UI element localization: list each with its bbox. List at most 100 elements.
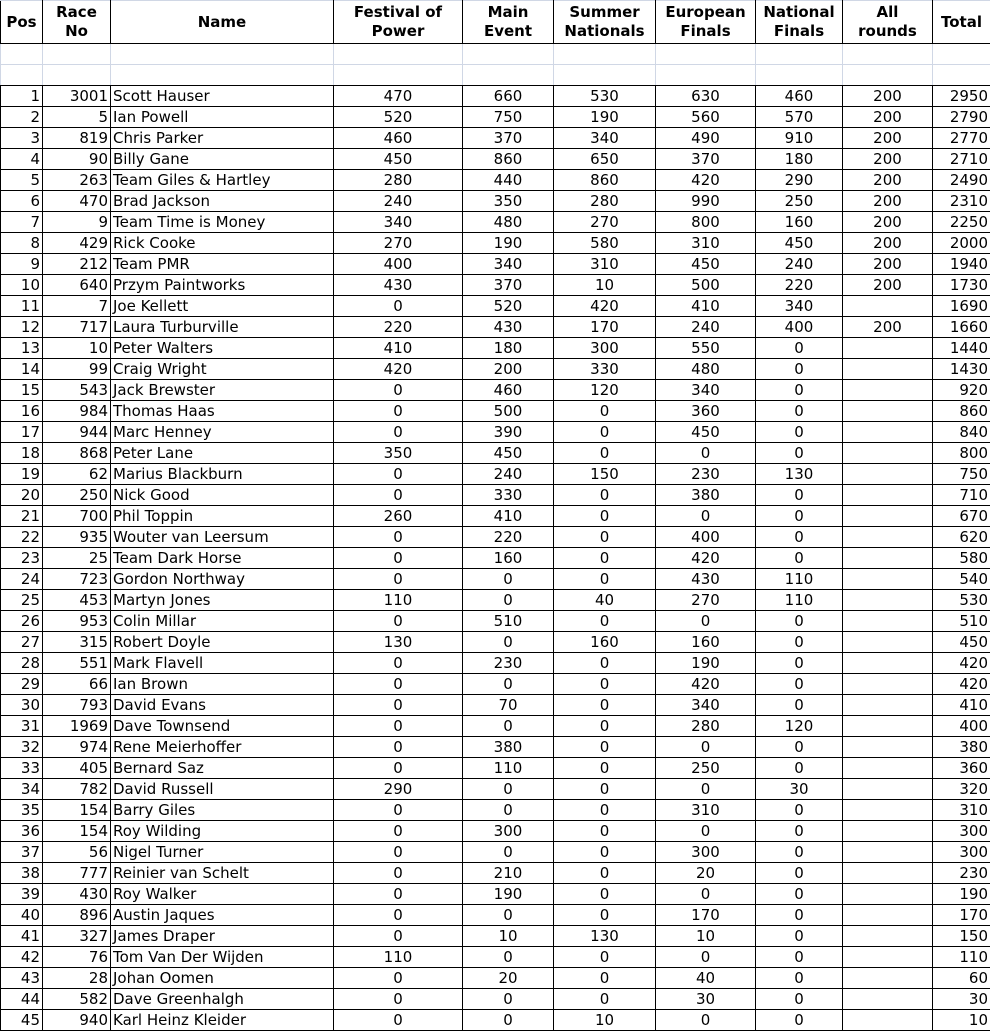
cell-name[interactable]: Team Time is Money <box>111 212 334 233</box>
cell-total[interactable]: 420 <box>933 674 990 695</box>
cell-race-no[interactable]: 470 <box>43 191 111 212</box>
cell-summer-nationals[interactable]: 0 <box>554 674 656 695</box>
cell-all-rounds[interactable] <box>843 611 933 632</box>
cell-all-rounds[interactable] <box>843 527 933 548</box>
cell-pos[interactable]: 30 <box>1 695 43 716</box>
cell-european-finals[interactable]: 0 <box>656 1010 756 1031</box>
cell-european-finals[interactable]: 0 <box>656 779 756 800</box>
cell-main-event[interactable]: 340 <box>463 254 554 275</box>
cell-all-rounds[interactable]: 200 <box>843 317 933 338</box>
cell-summer-nationals[interactable]: 270 <box>554 212 656 233</box>
cell-main-event[interactable]: 350 <box>463 191 554 212</box>
cell-total[interactable]: 1440 <box>933 338 990 359</box>
cell-main-event[interactable]: 0 <box>463 989 554 1010</box>
cell-summer-nationals[interactable]: 0 <box>554 485 656 506</box>
cell-all-rounds[interactable] <box>843 296 933 317</box>
cell-festival-of-power[interactable]: 470 <box>334 86 463 107</box>
cell-national-finals[interactable]: 0 <box>756 422 843 443</box>
cell-main-event[interactable]: 70 <box>463 695 554 716</box>
cell-name[interactable]: Dave Greenhalgh <box>111 989 334 1010</box>
cell-festival-of-power[interactable]: 0 <box>334 569 463 590</box>
cell-national-finals[interactable]: 0 <box>756 1010 843 1031</box>
cell-total[interactable]: 2310 <box>933 191 990 212</box>
cell-festival-of-power[interactable]: 0 <box>334 464 463 485</box>
cell-summer-nationals[interactable]: 420 <box>554 296 656 317</box>
cell-national-finals[interactable]: 0 <box>756 506 843 527</box>
cell-pos[interactable]: 31 <box>1 716 43 737</box>
cell-main-event[interactable]: 0 <box>463 590 554 611</box>
cell-total[interactable]: 710 <box>933 485 990 506</box>
cell-main-event[interactable]: 0 <box>463 905 554 926</box>
cell-european-finals[interactable]: 0 <box>656 737 756 758</box>
cell-main-event[interactable]: 0 <box>463 569 554 590</box>
cell-name[interactable]: Austin Jaques <box>111 905 334 926</box>
cell-total[interactable]: 750 <box>933 464 990 485</box>
cell-european-finals[interactable]: 420 <box>656 548 756 569</box>
cell-all-rounds[interactable] <box>843 695 933 716</box>
cell-all-rounds[interactable] <box>843 968 933 989</box>
cell-pos[interactable]: 17 <box>1 422 43 443</box>
cell-pos[interactable]: 26 <box>1 611 43 632</box>
cell-national-finals[interactable]: 0 <box>756 443 843 464</box>
cell-main-event[interactable]: 500 <box>463 401 554 422</box>
cell-pos[interactable]: 14 <box>1 359 43 380</box>
cell-pos[interactable]: 43 <box>1 968 43 989</box>
cell-european-finals[interactable]: 630 <box>656 86 756 107</box>
cell-main-event[interactable]: 430 <box>463 317 554 338</box>
cell-name[interactable]: Tom Van Der Wijden <box>111 947 334 968</box>
cell-main-event[interactable]: 210 <box>463 863 554 884</box>
cell-race-no[interactable]: 76 <box>43 947 111 968</box>
cell-european-finals[interactable]: 450 <box>656 254 756 275</box>
cell-race-no[interactable]: 154 <box>43 800 111 821</box>
cell-total[interactable]: 2790 <box>933 107 990 128</box>
cell-race-no[interactable]: 9 <box>43 212 111 233</box>
cell-main-event[interactable]: 370 <box>463 128 554 149</box>
cell-race-no[interactable]: 717 <box>43 317 111 338</box>
cell-european-finals[interactable]: 450 <box>656 422 756 443</box>
cell-total[interactable]: 420 <box>933 653 990 674</box>
cell-all-rounds[interactable]: 200 <box>843 128 933 149</box>
cell-main-event[interactable]: 860 <box>463 149 554 170</box>
cell-european-finals[interactable]: 40 <box>656 968 756 989</box>
cell-name[interactable]: Billy Gane <box>111 149 334 170</box>
cell-race-no[interactable]: 984 <box>43 401 111 422</box>
cell-national-finals[interactable]: 0 <box>756 674 843 695</box>
cell-summer-nationals[interactable]: 0 <box>554 884 656 905</box>
cell-european-finals[interactable]: 170 <box>656 905 756 926</box>
cell-name[interactable]: Mark Flavell <box>111 653 334 674</box>
cell-race-no[interactable]: 430 <box>43 884 111 905</box>
cell-pos[interactable]: 44 <box>1 989 43 1010</box>
cell-total[interactable]: 1660 <box>933 317 990 338</box>
cell-all-rounds[interactable] <box>843 884 933 905</box>
cell-festival-of-power[interactable]: 0 <box>334 884 463 905</box>
cell-national-finals[interactable]: 0 <box>756 359 843 380</box>
cell-summer-nationals[interactable]: 300 <box>554 338 656 359</box>
cell-national-finals[interactable]: 460 <box>756 86 843 107</box>
cell-race-no[interactable]: 154 <box>43 821 111 842</box>
cell-name[interactable]: Colin Millar <box>111 611 334 632</box>
cell-all-rounds[interactable] <box>843 338 933 359</box>
cell-festival-of-power[interactable]: 270 <box>334 233 463 254</box>
cell-festival-of-power[interactable]: 0 <box>334 863 463 884</box>
cell-all-rounds[interactable]: 200 <box>843 86 933 107</box>
cell-total[interactable]: 300 <box>933 842 990 863</box>
cell-summer-nationals[interactable]: 0 <box>554 905 656 926</box>
cell-european-finals[interactable]: 410 <box>656 296 756 317</box>
cell-european-finals[interactable]: 0 <box>656 884 756 905</box>
cell-european-finals[interactable]: 990 <box>656 191 756 212</box>
cell-summer-nationals[interactable]: 0 <box>554 527 656 548</box>
cell-total[interactable]: 110 <box>933 947 990 968</box>
cell-all-rounds[interactable]: 200 <box>843 275 933 296</box>
cell-festival-of-power[interactable]: 420 <box>334 359 463 380</box>
header-pos[interactable]: Pos <box>1 1 43 44</box>
cell-total[interactable]: 2950 <box>933 86 990 107</box>
cell-main-event[interactable]: 440 <box>463 170 554 191</box>
cell-all-rounds[interactable] <box>843 443 933 464</box>
cell-pos[interactable]: 34 <box>1 779 43 800</box>
cell-european-finals[interactable]: 300 <box>656 842 756 863</box>
cell-summer-nationals[interactable]: 280 <box>554 191 656 212</box>
cell-name[interactable]: Team Dark Horse <box>111 548 334 569</box>
cell-all-rounds[interactable] <box>843 506 933 527</box>
cell-festival-of-power[interactable]: 0 <box>334 968 463 989</box>
cell-summer-nationals[interactable]: 330 <box>554 359 656 380</box>
